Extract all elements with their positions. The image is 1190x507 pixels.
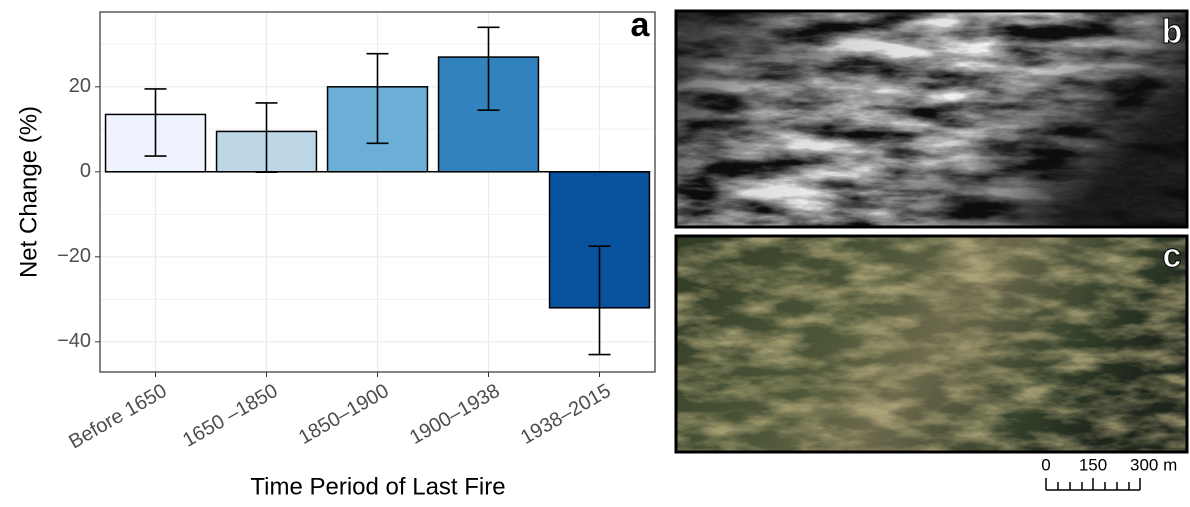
scale-label: 0 (1041, 455, 1050, 474)
panel-label: b (1162, 13, 1183, 51)
y-tick-label: −40 (57, 330, 91, 352)
x-tick-label: 1938–2015 (517, 380, 615, 449)
y-tick-label: 0 (80, 160, 91, 182)
scale-bar (1045, 478, 1141, 491)
x-tick-label: 1850–1900 (295, 380, 393, 449)
scale-label: 300 m (1130, 455, 1177, 474)
y-tick-label: −20 (57, 245, 91, 267)
x-tick-label: 1650 –1850 (179, 380, 282, 452)
panel-label: a (631, 6, 651, 44)
scale-label: 150 (1079, 455, 1107, 474)
y-axis-title: Net Change (%) (15, 106, 42, 278)
plot-border (99, 11, 656, 373)
aerial-image-2015 (674, 234, 1189, 454)
y-tick-label: 20 (69, 75, 91, 97)
aerial-image-1938 (674, 9, 1189, 229)
x-axis-title: Time Period of Last Fire (250, 473, 505, 500)
x-tick-label: Before 1650 (65, 380, 170, 454)
panel-label: c (1163, 237, 1182, 275)
x-tick-label: 1900–1938 (406, 380, 504, 449)
